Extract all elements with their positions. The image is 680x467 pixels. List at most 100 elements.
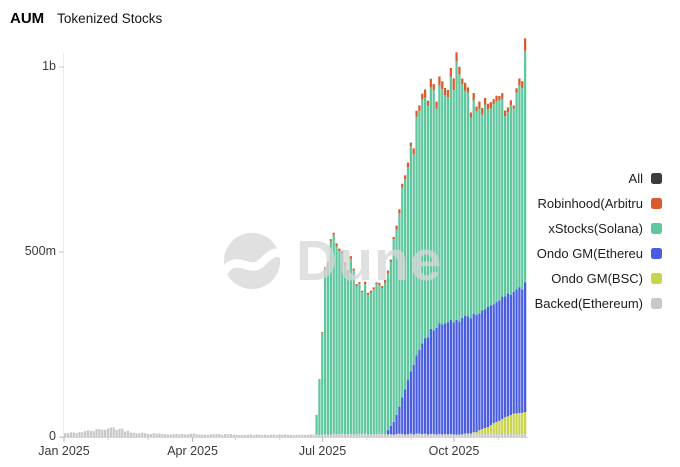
stacked-bar-segment[interactable] <box>281 434 284 437</box>
stacked-bar-segment[interactable] <box>506 416 510 435</box>
stacked-bar-segment[interactable] <box>515 434 518 437</box>
stacked-bar-segment[interactable] <box>161 434 164 437</box>
stacked-bar-segment[interactable] <box>258 434 261 437</box>
stacked-bar-segment[interactable] <box>495 421 498 434</box>
stacked-bar-segment[interactable] <box>426 434 430 437</box>
stacked-bar-segment[interactable] <box>461 78 464 85</box>
stacked-bar-segment[interactable] <box>335 243 338 247</box>
stacked-bar-segment[interactable] <box>478 433 481 437</box>
stacked-bar-segment[interactable] <box>272 434 275 437</box>
stacked-bar-segment[interactable] <box>366 294 370 435</box>
stacked-bar-segment[interactable] <box>146 434 150 437</box>
stacked-bar-segment[interactable] <box>498 96 501 101</box>
stacked-bar-segment[interactable] <box>324 434 327 437</box>
stacked-bar-segment[interactable] <box>326 262 330 265</box>
stacked-bar-segment[interactable] <box>472 433 475 437</box>
stacked-bar-segment[interactable] <box>346 272 350 435</box>
stacked-bar-segment[interactable] <box>486 427 490 435</box>
stacked-bar-segment[interactable] <box>515 88 518 93</box>
stacked-bar-segment[interactable] <box>178 434 181 437</box>
stacked-bar-segment[interactable] <box>386 430 390 435</box>
stacked-bar-segment[interactable] <box>486 306 490 428</box>
stacked-bar-segment[interactable] <box>309 434 312 437</box>
stacked-bar-segment[interactable] <box>235 434 238 437</box>
stacked-bar-segment[interactable] <box>321 434 324 437</box>
stacked-bar-segment[interactable] <box>524 38 527 51</box>
stacked-bar-segment[interactable] <box>341 251 344 254</box>
stacked-bar-segment[interactable] <box>312 434 315 437</box>
stacked-bar-segment[interactable] <box>318 379 321 435</box>
stacked-bar-segment[interactable] <box>421 99 424 344</box>
stacked-bar-segment[interactable] <box>521 88 524 290</box>
stacked-bar-segment[interactable] <box>395 229 398 415</box>
stacked-bar-segment[interactable] <box>472 313 475 433</box>
stacked-bar-segment[interactable] <box>378 434 381 437</box>
stacked-bar-segment[interactable] <box>341 253 344 434</box>
stacked-bar-segment[interactable] <box>332 433 335 437</box>
stacked-bar-segment[interactable] <box>215 434 218 437</box>
stacked-bar-segment[interactable] <box>249 434 252 437</box>
stacked-bar-segment[interactable] <box>392 239 395 422</box>
stacked-bar-segment[interactable] <box>478 108 481 314</box>
stacked-bar-segment[interactable] <box>469 433 472 435</box>
stacked-bar-segment[interactable] <box>504 116 507 297</box>
stacked-bar-segment[interactable] <box>518 85 521 288</box>
stacked-bar-segment[interactable] <box>406 434 410 437</box>
stacked-bar-segment[interactable] <box>352 268 355 271</box>
stacked-bar-segment[interactable] <box>352 270 355 435</box>
stacked-bar-segment[interactable] <box>472 100 475 314</box>
stacked-bar-segment[interactable] <box>418 110 421 350</box>
stacked-bar-segment[interactable] <box>424 97 427 339</box>
stacked-bar-segment[interactable] <box>349 258 352 434</box>
stacked-bar-segment[interactable] <box>169 434 172 437</box>
stacked-bar-segment[interactable] <box>432 84 435 91</box>
stacked-bar-segment[interactable] <box>441 88 444 325</box>
stacked-bar-segment[interactable] <box>406 167 410 381</box>
stacked-bar-segment[interactable] <box>352 434 355 437</box>
legend-item-xstocks-solana[interactable]: xStocks(Solana) <box>535 216 662 241</box>
stacked-bar-segment[interactable] <box>464 90 467 316</box>
stacked-bar-segment[interactable] <box>455 434 458 437</box>
stacked-bar-segment[interactable] <box>109 427 112 437</box>
stacked-bar-segment[interactable] <box>521 412 524 435</box>
stacked-bar-segment[interactable] <box>518 78 521 86</box>
stacked-bar-segment[interactable] <box>424 89 427 98</box>
stacked-bar-segment[interactable] <box>404 175 407 179</box>
stacked-bar-segment[interactable] <box>498 420 501 435</box>
stacked-bar-segment[interactable] <box>329 239 332 241</box>
stacked-bar-segment[interactable] <box>189 433 192 437</box>
stacked-bar-segment[interactable] <box>518 287 521 413</box>
stacked-bar-segment[interactable] <box>458 66 461 75</box>
stacked-bar-segment[interactable] <box>495 302 498 422</box>
stacked-bar-segment[interactable] <box>432 434 435 437</box>
stacked-bar-segment[interactable] <box>475 106 478 112</box>
stacked-bar-segment[interactable] <box>449 434 452 437</box>
stacked-bar-segment[interactable] <box>112 427 115 437</box>
stacked-bar-segment[interactable] <box>226 434 230 437</box>
stacked-bar-segment[interactable] <box>415 110 418 117</box>
stacked-bar-segment[interactable] <box>158 433 161 437</box>
stacked-bar-segment[interactable] <box>381 286 384 288</box>
stacked-bar-segment[interactable] <box>358 282 361 284</box>
stacked-bar-segment[interactable] <box>338 434 341 437</box>
stacked-bar-segment[interactable] <box>495 101 498 303</box>
stacked-bar-segment[interactable] <box>244 434 247 437</box>
stacked-bar-segment[interactable] <box>364 433 367 437</box>
stacked-bar-segment[interactable] <box>124 431 127 437</box>
stacked-bar-segment[interactable] <box>458 321 461 435</box>
stacked-bar-segment[interactable] <box>104 429 107 437</box>
stacked-bar-segment[interactable] <box>321 332 324 435</box>
stacked-bar-segment[interactable] <box>321 332 324 333</box>
stacked-bar-segment[interactable] <box>84 431 87 437</box>
stacked-bar-segment[interactable] <box>241 434 244 437</box>
stacked-bar-segment[interactable] <box>418 349 421 434</box>
stacked-bar-segment[interactable] <box>524 50 527 283</box>
stacked-bar-segment[interactable] <box>446 434 450 437</box>
stacked-bar-segment[interactable] <box>389 259 392 262</box>
stacked-bar-segment[interactable] <box>369 290 372 293</box>
stacked-bar-segment[interactable] <box>198 434 201 437</box>
stacked-bar-segment[interactable] <box>115 429 118 437</box>
stacked-bar-segment[interactable] <box>421 343 424 435</box>
stacked-bar-segment[interactable] <box>509 100 512 106</box>
stacked-bar-segment[interactable] <box>358 283 361 434</box>
